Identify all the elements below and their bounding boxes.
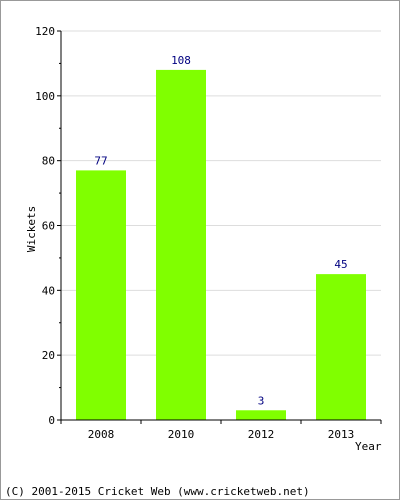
bar-2008 xyxy=(76,170,126,420)
y-ticks: 0 20 40 60 80 100 120 xyxy=(35,25,61,427)
x-axis-label: Year xyxy=(355,440,382,453)
data-label-2008: 77 xyxy=(94,154,107,167)
y-tick-label: 0 xyxy=(48,414,55,427)
y-tick-label: 60 xyxy=(42,220,55,233)
data-label-2012: 3 xyxy=(258,394,265,407)
y-tick-label: 80 xyxy=(42,155,55,168)
bars xyxy=(76,69,366,421)
x-tick-label: 2013 xyxy=(328,428,355,441)
bar-2013 xyxy=(316,274,366,420)
x-tick-label: 2012 xyxy=(248,428,275,441)
x-tick-label: 2008 xyxy=(88,428,115,441)
y-tick-label: 120 xyxy=(35,25,55,38)
y-tick-label: 20 xyxy=(42,349,55,362)
copyright-footer: (C) 2001-2015 Cricket Web (www.cricketwe… xyxy=(5,485,310,498)
data-label-2013: 45 xyxy=(334,258,347,271)
bar-2010 xyxy=(156,69,206,421)
x-ticks: 2008 2010 2012 2013 xyxy=(60,420,382,441)
x-tick-label: 2010 xyxy=(168,428,195,441)
y-tick-label: 40 xyxy=(42,284,55,297)
y-tick-label: 100 xyxy=(35,90,55,103)
bar-2012 xyxy=(236,410,286,420)
y-axis-label: Wickets xyxy=(25,206,38,252)
data-label-2010: 108 xyxy=(171,54,191,67)
data-labels: 77 108 3 45 xyxy=(94,54,347,407)
